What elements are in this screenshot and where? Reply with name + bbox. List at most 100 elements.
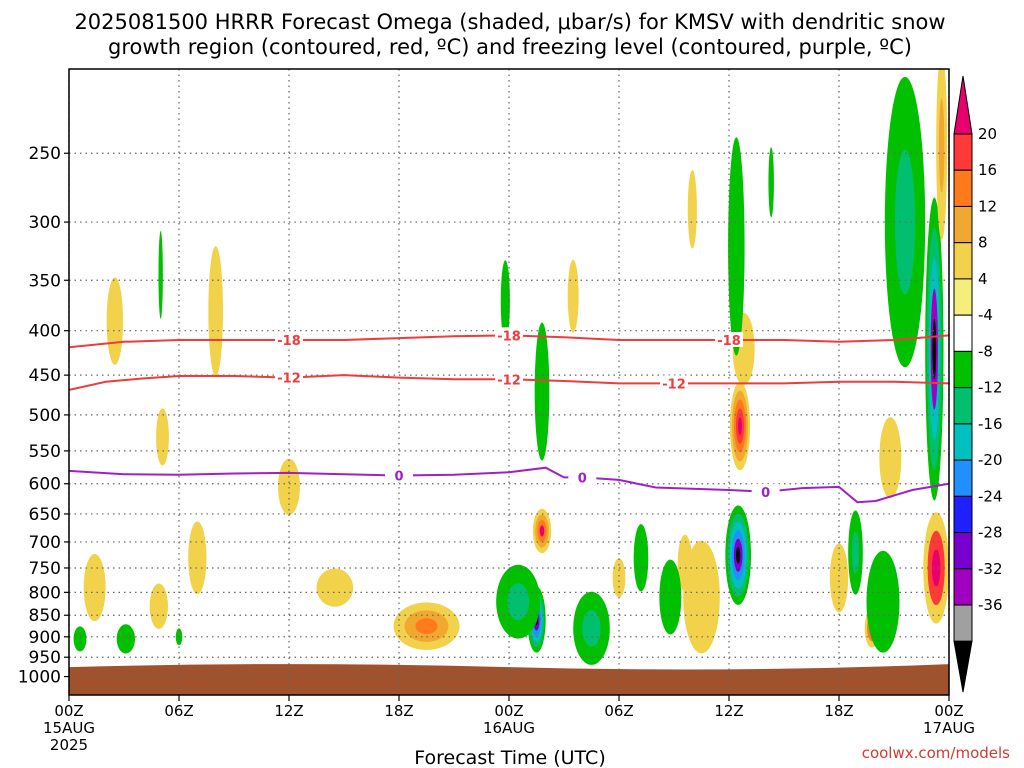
omega-shade — [768, 147, 774, 218]
contour-label-bg — [495, 371, 523, 387]
omega-shade — [106, 277, 124, 365]
omega-region — [393, 602, 460, 650]
x-tick-label: 06Z — [604, 702, 633, 720]
omega-region — [567, 259, 579, 333]
omega-shade — [316, 568, 354, 607]
x-tick-label: 06Z — [164, 702, 193, 720]
omega-shade — [683, 540, 720, 654]
omega-shade — [677, 534, 693, 592]
omega-region — [936, 69, 948, 240]
x-tick-label: 18Z — [384, 702, 413, 720]
contour-label: -18 — [717, 334, 741, 349]
omega-region — [659, 559, 682, 635]
y-tick-label: 900 — [29, 628, 61, 648]
omega-region — [768, 147, 774, 218]
contour-label-bg — [751, 483, 780, 499]
x-tick-label: 18Z — [824, 702, 853, 720]
omega-shade — [866, 550, 900, 653]
omega-shade — [879, 417, 902, 499]
colorbar-label: -36 — [978, 596, 1003, 614]
colorbar-label: -16 — [978, 415, 1003, 433]
colorbar-top-arrow — [953, 75, 973, 135]
colorbar-label: 4 — [978, 270, 988, 288]
omega-shade — [931, 549, 941, 587]
omega-shade — [736, 546, 741, 564]
omega-shade — [278, 458, 300, 516]
omega-shade — [415, 618, 438, 635]
y-tick-label: 650 — [29, 505, 61, 525]
x-tick-date: 16AUG — [483, 719, 535, 737]
omega-region — [925, 197, 944, 501]
plot-area: -18 -18 -18 -12 -12 -12 0 0 0 — [68, 68, 950, 696]
y-tick-label: 250 — [29, 144, 61, 164]
omega-shade — [612, 558, 626, 598]
colorbar-cell — [953, 387, 973, 425]
omega-region — [106, 277, 124, 365]
colorbar-cell — [953, 495, 973, 534]
omega-shade — [633, 524, 649, 592]
colorbar-label: -8 — [978, 342, 993, 360]
x-tick-label: 12Z — [274, 702, 303, 720]
chart-title-line2: growth region (contoured, red, ºC) and f… — [108, 35, 912, 59]
x-tick-label: 12Z — [714, 702, 743, 720]
omega-shade — [156, 408, 169, 466]
omega-shade — [188, 521, 207, 595]
contour-label-bg — [275, 369, 303, 385]
colorbar-cell — [953, 350, 973, 389]
colorbar-label: 20 — [978, 125, 997, 143]
colorbar-cell — [953, 169, 973, 207]
colorbar-label: 12 — [978, 197, 997, 215]
y-tick-label: 550 — [29, 442, 61, 462]
omega-shade — [534, 322, 550, 461]
colorbar-label: -20 — [978, 451, 1003, 469]
y-tick-label: 350 — [29, 271, 61, 291]
colorbar-label: -32 — [978, 560, 1003, 578]
omega-region — [208, 246, 224, 377]
y-tick-label: 700 — [29, 533, 61, 553]
omega-region — [612, 558, 626, 598]
colorbar-label: -4 — [978, 306, 993, 324]
omega-region — [534, 322, 550, 461]
contour-label: -12 — [662, 377, 686, 392]
colorbar-cell — [953, 568, 973, 606]
omega-region — [866, 550, 900, 653]
omega-region — [848, 510, 863, 595]
omega-region — [725, 505, 752, 605]
contour-label-bg — [568, 469, 597, 485]
x-tick-label: 00Z — [494, 702, 523, 720]
colorbar-cell — [953, 459, 973, 497]
omega-shade — [83, 554, 106, 622]
omega-region — [573, 591, 610, 665]
x-tick-label: 00Z — [54, 702, 83, 720]
omega-region — [923, 512, 949, 624]
contour-lines: -18 -18 -18 -12 -12 -12 0 0 0 — [69, 327, 949, 504]
omega-region — [728, 137, 745, 356]
omega-region — [156, 408, 169, 466]
omega-shade — [507, 583, 530, 621]
omega-region — [158, 230, 163, 319]
y-tick-label: 850 — [29, 606, 61, 626]
omega-shading — [73, 69, 949, 665]
contour-line — [69, 374, 949, 391]
colorbar: 20 16 12 8 4 -4 -8 -12 -16 -20 -24 -28 -32 -36 — [953, 75, 1003, 693]
contour-label-bg — [275, 331, 303, 347]
colorbar-label: -12 — [978, 379, 1003, 397]
omega-region — [683, 540, 720, 654]
chart-title-line1: 2025081500 HRRR Forecast Omega (shaded, … — [74, 10, 945, 34]
colorbar-cell — [953, 423, 973, 461]
omega-region — [829, 543, 849, 613]
contour-label: -18 — [277, 334, 301, 349]
omega-region — [500, 260, 510, 343]
omega-region — [532, 508, 552, 554]
y-tick-label: 600 — [29, 475, 61, 495]
omega-shade — [851, 531, 860, 574]
omega-shade — [659, 559, 682, 635]
contour-label-bg — [385, 467, 413, 483]
colorbar-cell — [953, 242, 973, 280]
omega-shade — [73, 626, 87, 652]
y-tick-label: 1000 — [18, 668, 61, 688]
contour-label-bg — [715, 331, 743, 347]
omega-region — [729, 381, 751, 471]
